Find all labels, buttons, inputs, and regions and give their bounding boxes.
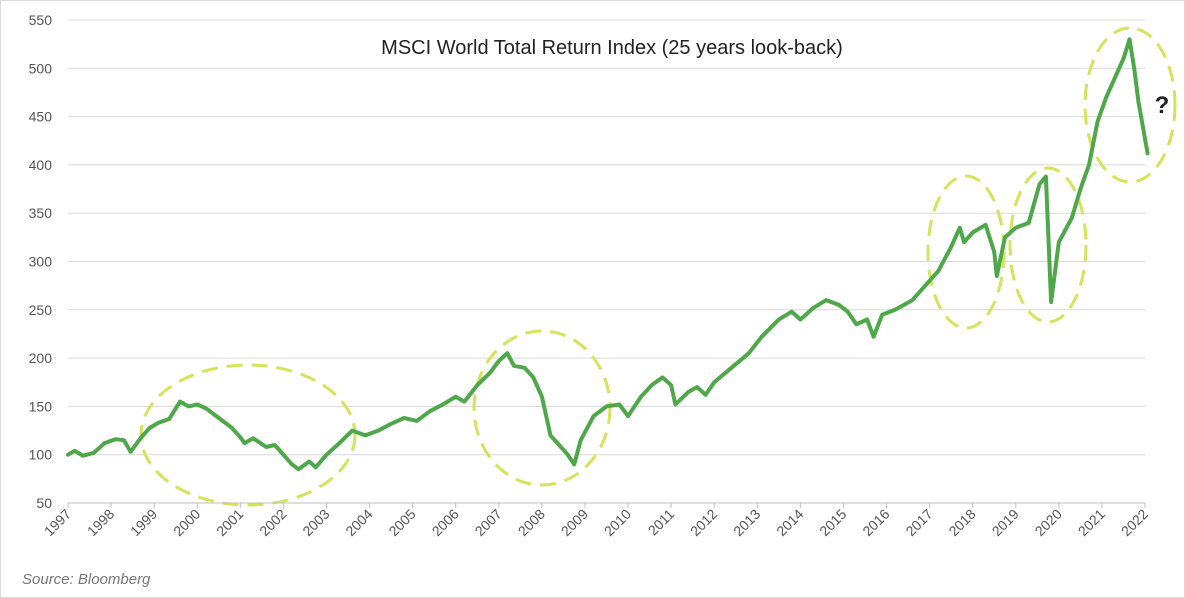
- chart-title: MSCI World Total Return Index (25 years …: [381, 37, 843, 59]
- annotation: ?: [1155, 92, 1170, 119]
- ellipse: [472, 329, 612, 487]
- grid: [68, 19, 1145, 504]
- y-tick-label: 400: [29, 157, 53, 173]
- y-tick-label: 550: [29, 12, 53, 28]
- data-line: [66, 37, 1150, 472]
- y-tick-label: 200: [29, 350, 53, 366]
- y-tick-label: 350: [29, 205, 53, 221]
- y-tick-label: 450: [29, 109, 53, 125]
- y-tick-label: 500: [29, 60, 53, 76]
- source: Source: Bloomberg: [22, 571, 151, 588]
- ellipse: [926, 174, 1006, 330]
- y-tick-label: 150: [29, 398, 53, 414]
- y-tick-label: 100: [29, 447, 53, 463]
- y-tick-label: 300: [29, 254, 53, 270]
- y-tick-label: 250: [29, 302, 53, 318]
- y-tick-label: 50: [36, 495, 52, 511]
- ellipse: [1008, 166, 1088, 324]
- ellipse: [1083, 26, 1177, 184]
